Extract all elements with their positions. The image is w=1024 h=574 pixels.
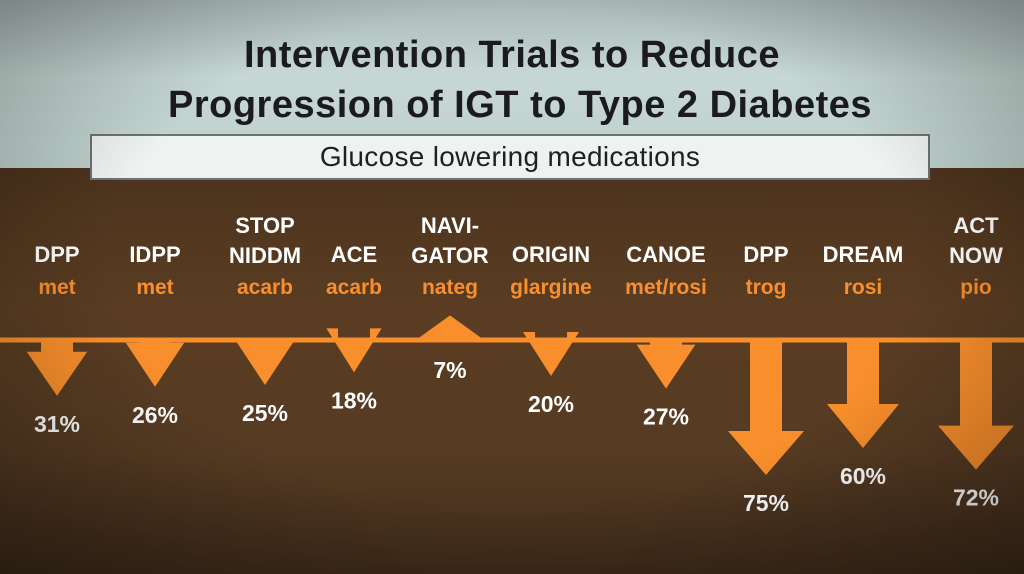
slide-title-line-1: Intervention Trials to Reduce (243, 34, 781, 76)
reduction-arrow-4 (326, 328, 382, 373)
reduction-arrow-2 (125, 340, 185, 387)
drug-name-3: acarb (237, 276, 293, 299)
trial-name-10-line-2: NOW (949, 243, 1003, 268)
trial-name-5-line-2: GATOR (411, 243, 489, 268)
trial-name-8-line-1: DPP (743, 242, 788, 267)
reduction-arrow-10 (938, 340, 1014, 470)
value-label-2: 26% (132, 402, 178, 428)
trial-name-3-line-1: STOP (235, 213, 295, 238)
value-label-5: 7% (433, 357, 466, 383)
trial-name-4-line-1: ACE (331, 242, 377, 267)
reduction-arrow-3 (236, 340, 294, 385)
reduction-arrow-8 (728, 340, 804, 475)
drug-name-6: glargine (510, 276, 592, 299)
value-label-7: 27% (643, 404, 689, 430)
value-label-8: 75% (743, 490, 789, 516)
trial-name-5-line-1: NAVI- (421, 213, 479, 238)
trial-name-1-line-1: DPP (34, 242, 79, 267)
reduction-arrow-1 (26, 340, 88, 396)
value-label-3: 25% (242, 400, 288, 426)
trial-name-7-line-1: CANOE (626, 242, 705, 267)
value-label-10: 72% (953, 485, 999, 511)
slide-subtitle: Glucose lowering medications (319, 141, 701, 172)
drug-name-8: trog (746, 276, 787, 299)
trial-name-3-line-2: NIDDM (229, 243, 301, 268)
trial-name-6-line-1: ORIGIN (512, 242, 590, 267)
trial-name-9-line-1: DREAM (823, 242, 904, 267)
value-label-4: 18% (331, 387, 377, 413)
drug-name-4: acarb (326, 276, 382, 299)
drug-name-1: met (38, 276, 75, 299)
drug-name-10: pio (960, 276, 992, 299)
drug-name-2: met (136, 276, 173, 299)
value-label-6: 20% (528, 391, 574, 417)
drug-name-5: nateg (422, 276, 478, 299)
value-label-1: 31% (34, 411, 80, 437)
reduction-arrow-7 (636, 340, 696, 389)
reduction-arrow-6 (523, 332, 579, 376)
reduction-arrow-9 (827, 340, 899, 448)
subtitle-box: Glucose lowering medications (90, 134, 930, 180)
slide-title-line-2: Progression of IGT to Type 2 Diabetes (167, 84, 873, 126)
trial-name-2-line-1: IDPP (129, 242, 180, 267)
drug-name-9: rosi (844, 276, 883, 299)
reduction-arrow-5 (414, 315, 486, 342)
value-label-9: 60% (840, 463, 886, 489)
drug-name-7: met/rosi (625, 276, 707, 299)
trial-name-10-line-1: ACT (953, 213, 999, 238)
